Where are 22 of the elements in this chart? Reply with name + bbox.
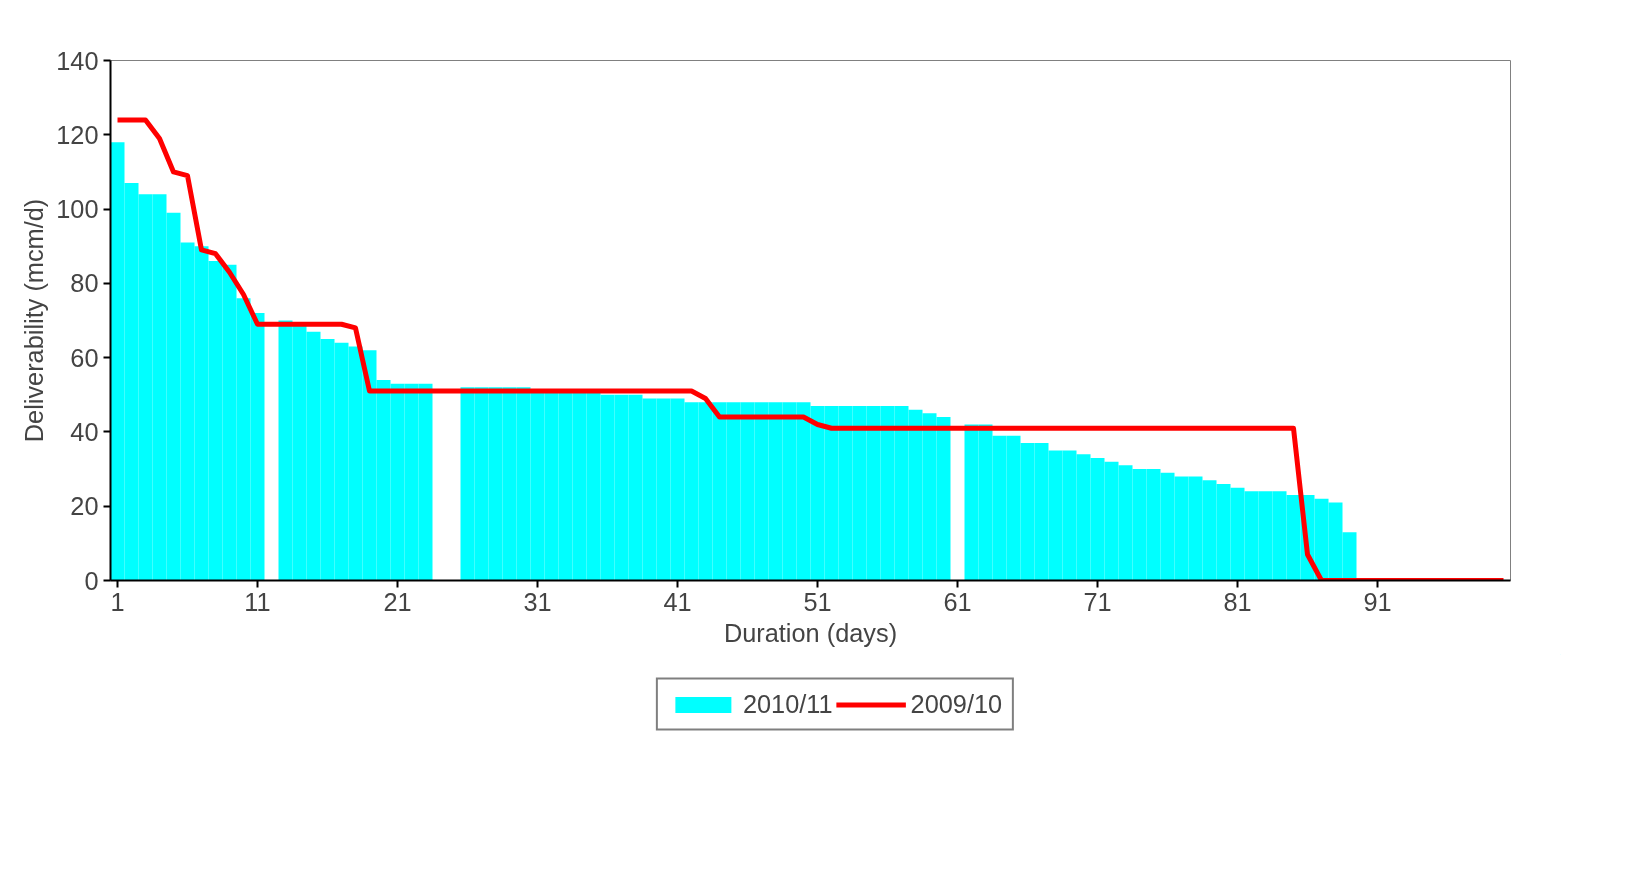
- x-tick-label: 51: [803, 587, 832, 616]
- y-tick-label: 20: [70, 492, 99, 521]
- x-tick-label: 41: [663, 587, 692, 616]
- y-tick-label: 40: [70, 417, 99, 446]
- legend-label: 2010/11: [742, 689, 833, 719]
- y-tick-label: 120: [56, 120, 99, 149]
- y-tick-label: 100: [56, 195, 99, 224]
- y-tick-label: 60: [70, 343, 99, 372]
- y-axis-title: Deliverability (mcm/d): [20, 198, 49, 443]
- x-tick-label: 81: [1223, 587, 1252, 616]
- x-tick-label: 71: [1083, 587, 1112, 616]
- x-tick-label: 21: [383, 587, 412, 616]
- x-tick-label: 11: [244, 587, 271, 616]
- x-tick-label: 1: [110, 587, 125, 616]
- y-tick-label: 0: [84, 566, 99, 595]
- legend-label: 2009/10: [910, 689, 1003, 719]
- x-tick-label: 61: [943, 587, 972, 616]
- x-tick-label: 91: [1363, 587, 1392, 616]
- y-tick-label: 140: [56, 46, 99, 75]
- x-axis-title: Duration (days): [723, 618, 898, 647]
- y-tick-label: 80: [70, 269, 99, 298]
- x-tick-label: 31: [523, 587, 552, 616]
